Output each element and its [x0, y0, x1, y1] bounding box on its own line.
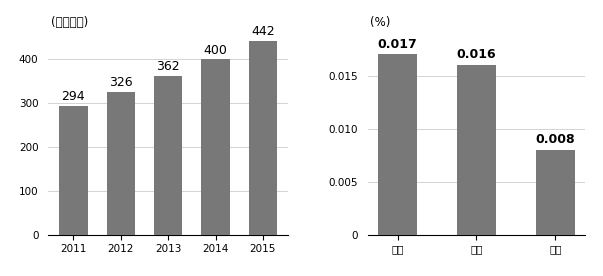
Bar [378, 54, 417, 235]
Bar [248, 41, 277, 235]
Bar [154, 76, 182, 235]
Text: 0.016: 0.016 [456, 48, 496, 61]
Bar [456, 65, 496, 235]
Text: 400: 400 [204, 44, 227, 57]
Text: 294: 294 [62, 90, 85, 103]
Bar [107, 92, 135, 235]
Text: 442: 442 [251, 25, 275, 38]
Bar [201, 59, 230, 235]
Text: (백만달러): (백만달러) [51, 16, 88, 29]
Text: 0.017: 0.017 [377, 38, 417, 51]
Text: 326: 326 [109, 76, 133, 89]
Bar [59, 106, 87, 235]
Text: 0.008: 0.008 [535, 133, 575, 146]
Text: 362: 362 [156, 60, 180, 73]
Text: (%): (%) [370, 16, 391, 29]
Bar [535, 150, 575, 235]
